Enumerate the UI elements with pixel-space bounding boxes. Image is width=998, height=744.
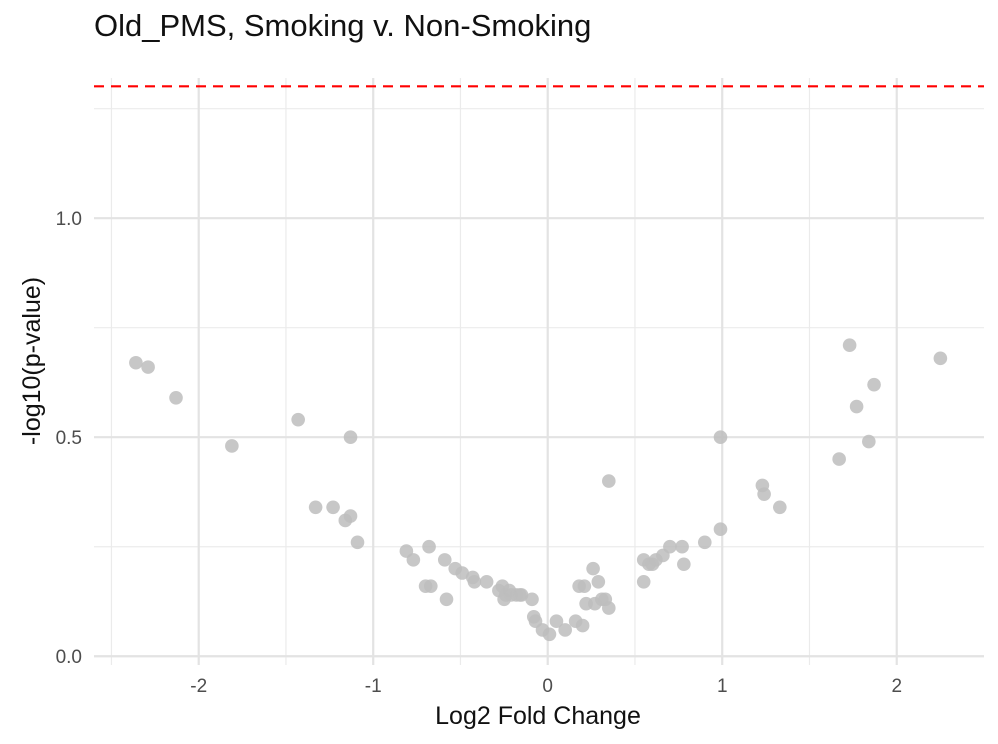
data-point — [867, 377, 881, 392]
data-point — [422, 539, 436, 554]
data-point — [406, 553, 421, 567]
data-point — [549, 614, 564, 628]
data-point — [757, 487, 771, 501]
data-point — [467, 574, 482, 589]
data-point — [479, 574, 494, 589]
data-point — [773, 500, 787, 515]
data-point — [602, 601, 616, 615]
x-tick-label: 1 — [717, 676, 728, 697]
data-point — [350, 535, 365, 550]
data-point — [832, 452, 846, 466]
data-point — [169, 390, 183, 405]
data-point — [514, 588, 529, 602]
data-point — [326, 500, 340, 515]
x-tick-label: 0 — [542, 676, 553, 697]
data-point — [424, 579, 438, 593]
data-point — [577, 579, 592, 593]
data-point — [713, 430, 728, 445]
y-tick-label: 1.0 — [56, 209, 82, 230]
x-axis-label: Log2 Fold Change — [435, 702, 641, 730]
data-point — [343, 430, 358, 445]
data-point — [542, 627, 557, 642]
x-tick-label: 2 — [891, 676, 902, 697]
data-point — [437, 553, 452, 567]
data-point — [141, 360, 155, 374]
data-point — [591, 574, 606, 589]
x-tick-label: -1 — [365, 676, 382, 697]
y-tick-label: 0.0 — [56, 647, 82, 668]
y-axis-ticks: 0.0 0.5 1.0 — [56, 209, 82, 668]
data-point — [713, 522, 728, 537]
data-point — [663, 539, 677, 554]
data-point — [933, 351, 948, 366]
data-points — [129, 338, 948, 642]
data-point — [439, 592, 454, 607]
data-point — [343, 509, 358, 523]
data-point — [291, 412, 305, 427]
chart-title: Old_PMS, Smoking v. Non-Smoking — [94, 8, 592, 43]
grid-major — [94, 78, 984, 665]
data-point — [575, 618, 590, 633]
x-axis-ticks: -2 -1 0 1 2 — [190, 676, 902, 697]
grid-minor — [94, 78, 984, 665]
data-point — [558, 623, 572, 637]
x-tick-label: -2 — [190, 676, 207, 697]
y-tick-label: 0.5 — [56, 428, 82, 449]
data-point — [308, 500, 323, 515]
data-point — [129, 355, 143, 370]
data-point — [849, 399, 864, 414]
data-point — [455, 566, 470, 580]
data-point — [842, 338, 857, 353]
data-point — [586, 561, 600, 576]
data-point — [675, 539, 689, 554]
data-point — [677, 557, 691, 572]
data-point — [862, 434, 876, 449]
data-point — [225, 439, 239, 453]
data-point — [525, 592, 539, 607]
data-point — [697, 535, 712, 550]
data-point — [636, 574, 651, 589]
y-axis-label: -log10(p-value) — [18, 277, 46, 445]
data-point — [602, 474, 616, 488]
